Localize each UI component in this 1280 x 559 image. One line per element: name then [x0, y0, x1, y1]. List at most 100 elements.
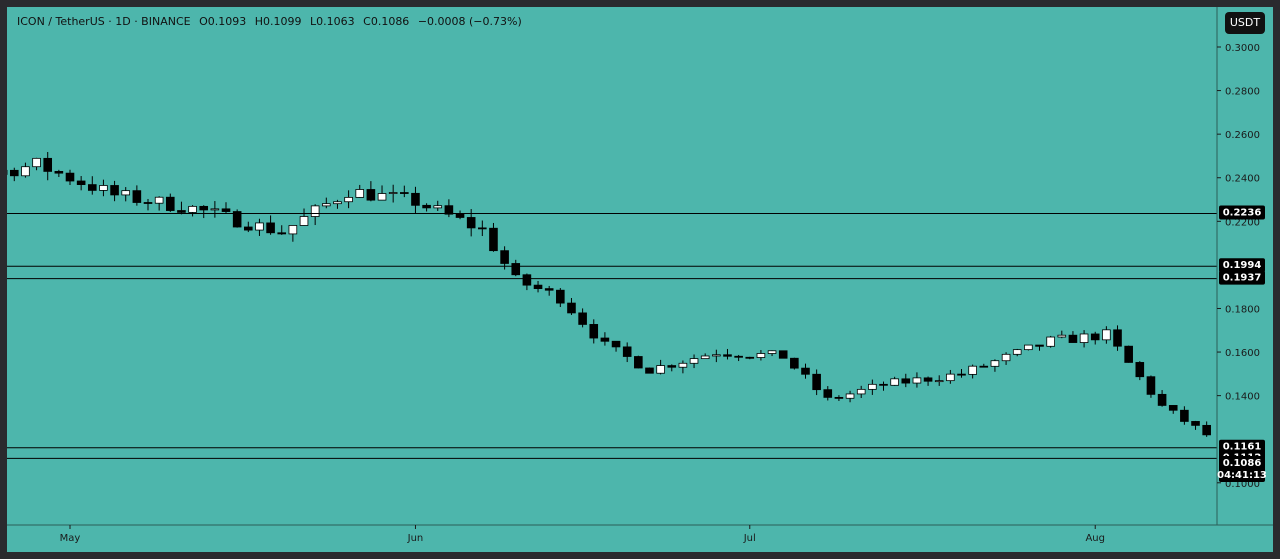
candle[interactable] — [533, 280, 543, 293]
candle[interactable] — [65, 169, 75, 185]
candle[interactable] — [734, 354, 743, 362]
currency-button[interactable]: USDT — [1225, 12, 1265, 34]
candle[interactable] — [255, 218, 264, 236]
candle[interactable] — [912, 372, 922, 388]
candle[interactable] — [165, 193, 175, 212]
candle[interactable] — [433, 200, 443, 211]
candle[interactable] — [656, 359, 665, 375]
candle[interactable] — [957, 369, 966, 378]
candle[interactable] — [377, 185, 387, 201]
candle[interactable] — [856, 385, 866, 398]
candle[interactable] — [834, 395, 844, 401]
candle[interactable] — [400, 185, 409, 198]
candle[interactable] — [990, 359, 1000, 372]
candle[interactable] — [43, 151, 53, 181]
candle[interactable] — [500, 246, 509, 270]
candle[interactable] — [890, 376, 899, 386]
candle[interactable] — [366, 181, 376, 202]
candle[interactable] — [1024, 344, 1033, 351]
candle[interactable] — [1168, 405, 1178, 414]
candle[interactable] — [154, 196, 164, 211]
candle[interactable] — [567, 297, 576, 315]
candle[interactable] — [1035, 344, 1044, 351]
candle[interactable] — [1068, 331, 1078, 343]
candle[interactable] — [812, 369, 821, 396]
candle[interactable] — [901, 373, 911, 388]
candle[interactable] — [823, 386, 833, 401]
candle[interactable] — [299, 208, 309, 226]
candle[interactable] — [277, 225, 287, 235]
candle[interactable] — [1102, 326, 1111, 344]
candle[interactable] — [87, 176, 97, 195]
candle[interactable] — [1090, 331, 1100, 345]
candle[interactable] — [310, 204, 320, 226]
candle[interactable] — [845, 390, 855, 403]
candle[interactable] — [934, 375, 944, 386]
symbol-title[interactable]: ICON / TetherUS · 1D · BINANCE — [17, 15, 191, 28]
candle[interactable] — [32, 157, 41, 171]
candle[interactable] — [1202, 421, 1211, 437]
candle[interactable] — [132, 185, 142, 206]
candle[interactable] — [790, 357, 799, 370]
candle[interactable] — [1012, 348, 1022, 357]
candle[interactable] — [188, 205, 197, 217]
candle[interactable] — [54, 169, 64, 178]
candle[interactable] — [634, 355, 643, 369]
candle[interactable] — [177, 201, 186, 215]
candle[interactable] — [589, 319, 599, 344]
candle[interactable] — [968, 364, 977, 379]
candle[interactable] — [455, 210, 465, 220]
candle[interactable] — [99, 179, 108, 197]
candle[interactable] — [21, 162, 30, 178]
candle[interactable] — [946, 369, 955, 384]
candle[interactable] — [611, 340, 621, 352]
candle[interactable] — [756, 350, 766, 361]
candle[interactable] — [1001, 352, 1011, 365]
candle[interactable] — [143, 198, 153, 211]
candle[interactable] — [712, 349, 721, 363]
candle[interactable] — [689, 354, 699, 369]
candle[interactable] — [333, 199, 342, 209]
candle[interactable] — [1191, 420, 1200, 430]
candle[interactable] — [723, 348, 732, 360]
candle[interactable] — [801, 363, 810, 379]
candle[interactable] — [645, 367, 654, 374]
candle[interactable] — [232, 209, 242, 228]
candle[interactable] — [767, 350, 777, 357]
candle[interactable] — [478, 220, 487, 237]
candle[interactable] — [578, 308, 587, 328]
candle[interactable] — [700, 353, 710, 360]
candle[interactable] — [622, 342, 632, 363]
candle[interactable] — [444, 199, 454, 218]
candle[interactable] — [1079, 330, 1089, 348]
candle[interactable] — [1124, 345, 1133, 363]
candle[interactable] — [1157, 390, 1167, 407]
candle[interactable] — [110, 180, 119, 202]
candle[interactable] — [1180, 406, 1189, 425]
candle[interactable] — [76, 176, 86, 191]
candle[interactable] — [244, 221, 253, 233]
candle[interactable] — [322, 197, 331, 209]
candle[interactable] — [422, 203, 431, 212]
candle[interactable] — [979, 363, 989, 368]
candle[interactable] — [667, 364, 677, 372]
candle[interactable] — [556, 288, 565, 308]
candle[interactable] — [1146, 375, 1156, 398]
candle[interactable] — [388, 184, 398, 203]
candle[interactable] — [778, 350, 788, 359]
candle[interactable] — [121, 187, 131, 202]
candle[interactable] — [9, 167, 19, 182]
candle[interactable] — [511, 259, 521, 277]
candle[interactable] — [1113, 325, 1122, 351]
candle[interactable] — [544, 285, 554, 296]
candle[interactable] — [678, 360, 688, 374]
candle[interactable] — [522, 273, 532, 291]
candle[interactable] — [344, 190, 353, 209]
candle[interactable] — [355, 184, 365, 198]
candle[interactable] — [199, 205, 209, 219]
candle[interactable] — [1057, 330, 1067, 339]
candlestick-chart[interactable]: 0.3000 0.2800 0.2600 0.2400 0.2200 0.1800 0.16… — [7, 7, 1273, 552]
candle[interactable] — [221, 202, 231, 214]
candle[interactable] — [745, 356, 755, 360]
candle[interactable] — [489, 222, 498, 252]
